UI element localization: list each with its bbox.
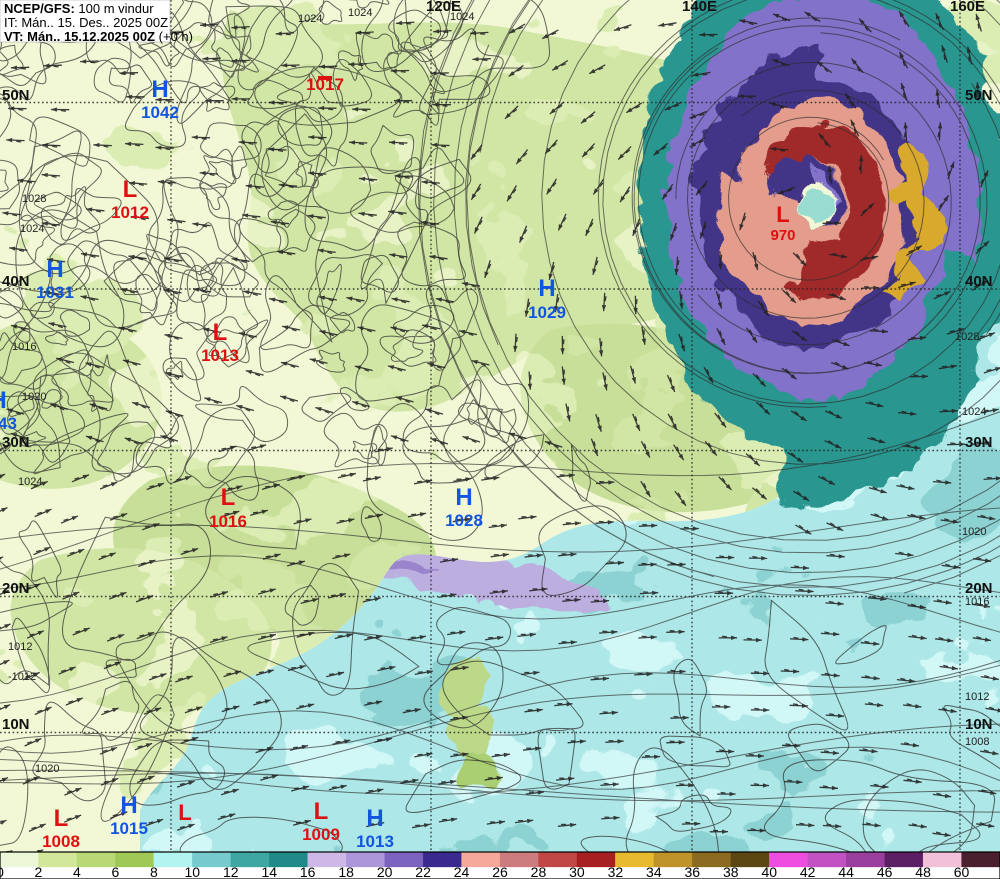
svg-text:1024: 1024	[450, 11, 474, 23]
svg-text:30N: 30N	[965, 434, 993, 451]
svg-text:46: 46	[877, 864, 893, 879]
svg-text:20N: 20N	[2, 580, 30, 597]
svg-text:H: H	[120, 792, 137, 819]
svg-text:L: L	[776, 202, 789, 227]
svg-text:NCEP/GFS: 100 m vindur: NCEP/GFS: 100 m vindur	[4, 1, 154, 16]
svg-text:1013: 1013	[201, 346, 239, 365]
svg-text:10N: 10N	[2, 716, 30, 733]
svg-text:1024: 1024	[348, 7, 372, 19]
svg-text:H: H	[151, 76, 168, 103]
svg-text:-1012: -1012	[8, 671, 36, 683]
svg-text:50N: 50N	[965, 87, 993, 104]
svg-text:30N: 30N	[2, 434, 30, 451]
svg-text:970: 970	[770, 227, 795, 244]
svg-text:0: 0	[0, 864, 4, 879]
svg-text:1024: 1024	[18, 476, 42, 488]
svg-text:6: 6	[111, 864, 119, 879]
svg-text:H: H	[538, 275, 555, 302]
svg-text:1016: 1016	[965, 596, 989, 608]
svg-text:8: 8	[150, 864, 158, 879]
svg-text:1020: 1020	[962, 526, 986, 538]
svg-text:1028: 1028	[445, 511, 483, 530]
svg-text:48: 48	[915, 864, 931, 879]
svg-text:1024: 1024	[962, 406, 986, 418]
svg-text:16: 16	[300, 864, 316, 879]
svg-text:44: 44	[838, 864, 854, 879]
svg-text:22: 22	[415, 864, 431, 879]
svg-text:L: L	[213, 319, 228, 346]
svg-text:34: 34	[646, 864, 662, 879]
svg-text:18: 18	[338, 864, 354, 879]
svg-text:38: 38	[723, 864, 739, 879]
svg-text:L: L	[54, 805, 69, 832]
svg-text:32: 32	[608, 864, 624, 879]
svg-text:1017: 1017	[306, 75, 344, 94]
svg-text:42: 42	[800, 864, 816, 879]
svg-text:IT: Mán.. 15. Des.. 2025 00Z: IT: Mán.. 15. Des.. 2025 00Z	[4, 15, 168, 30]
svg-text:1020: 1020	[35, 763, 59, 775]
svg-text:1043: 1043	[0, 414, 17, 433]
svg-text:1016: 1016	[12, 341, 36, 353]
svg-text:L: L	[314, 798, 329, 825]
svg-text:40N: 40N	[965, 273, 993, 290]
svg-text:24: 24	[454, 864, 470, 879]
svg-text:1016: 1016	[209, 512, 247, 531]
svg-text:1029: 1029	[528, 303, 566, 322]
svg-text:1012: 1012	[965, 691, 989, 703]
svg-text:1042: 1042	[141, 103, 179, 122]
svg-text:2: 2	[35, 864, 43, 879]
svg-text:L: L	[221, 484, 236, 511]
svg-text:36: 36	[685, 864, 701, 879]
svg-text:10N: 10N	[965, 716, 993, 733]
svg-text:20: 20	[377, 864, 393, 879]
svg-text:1012: 1012	[111, 203, 149, 222]
svg-text:H: H	[366, 805, 383, 832]
svg-text:20N: 20N	[965, 580, 993, 597]
svg-text:10: 10	[185, 864, 201, 879]
svg-text:1008: 1008	[42, 832, 80, 851]
svg-text:1028: 1028	[955, 331, 979, 343]
svg-text:26: 26	[492, 864, 508, 879]
svg-text:L: L	[123, 176, 138, 203]
svg-text:L: L	[178, 800, 191, 825]
svg-text:1009: 1009	[302, 825, 340, 844]
svg-text:4: 4	[73, 864, 81, 879]
svg-text:1012: 1012	[8, 641, 32, 653]
svg-text:H: H	[0, 387, 7, 414]
svg-text:160E: 160E	[950, 0, 985, 15]
svg-text:H: H	[455, 484, 472, 511]
svg-text:H: H	[46, 256, 63, 283]
svg-text:50N: 50N	[2, 87, 30, 104]
svg-text:1020: 1020	[22, 391, 46, 403]
svg-text:140E: 140E	[682, 0, 717, 15]
svg-text:1024: 1024	[20, 223, 44, 235]
svg-text:1024: 1024	[298, 13, 322, 25]
svg-text:12: 12	[223, 864, 239, 879]
svg-text:28: 28	[531, 864, 547, 879]
svg-text:1008: 1008	[965, 736, 989, 748]
svg-text:30: 30	[569, 864, 585, 879]
svg-text:14: 14	[261, 864, 277, 879]
svg-text:60: 60	[954, 864, 970, 879]
svg-text:VT: Mán.. 15.12.2025 00Z (+0 h: VT: Mán.. 15.12.2025 00Z (+0 h)	[4, 29, 193, 44]
svg-text:40: 40	[761, 864, 777, 879]
svg-text:1015: 1015	[110, 819, 148, 838]
svg-text:40N: 40N	[2, 273, 30, 290]
svg-text:1013: 1013	[356, 832, 394, 851]
svg-text:1028: 1028	[22, 193, 46, 205]
svg-text:1031: 1031	[36, 283, 74, 302]
